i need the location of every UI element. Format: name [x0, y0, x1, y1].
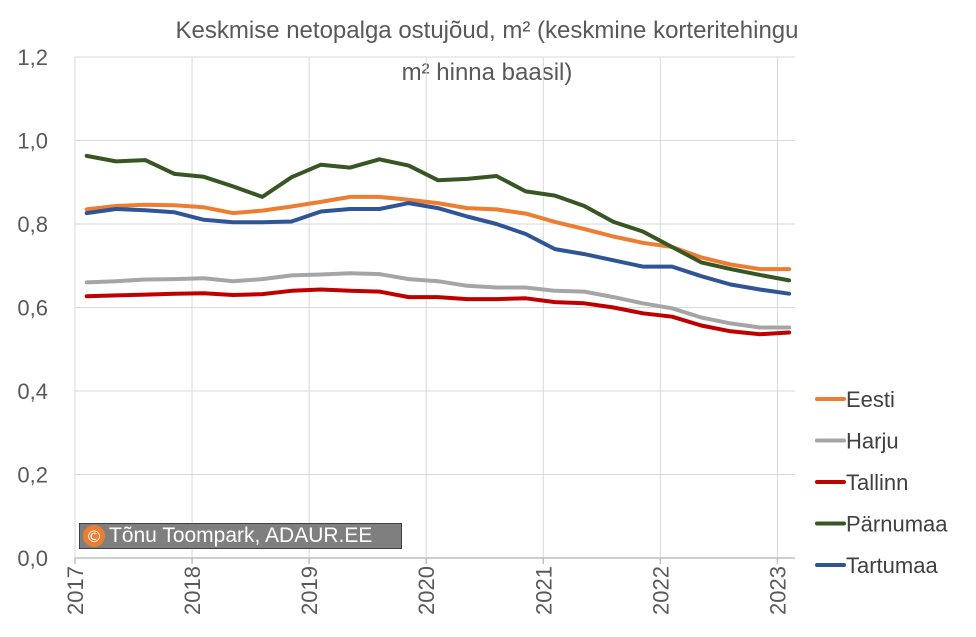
y-tick-label: 0,4: [17, 379, 48, 404]
x-tick-label: 2018: [180, 566, 205, 615]
x-tick-label: 2022: [648, 566, 673, 615]
copyright-icon: ©: [83, 525, 105, 547]
series-line-tallinn: [84, 287, 792, 337]
x-tick-label: 2017: [63, 566, 88, 615]
plot-area: [84, 153, 792, 337]
y-tick-label: 0,2: [17, 463, 48, 488]
x-tick-label: 2020: [414, 566, 439, 615]
y-tick-label: 1,2: [17, 45, 48, 70]
series-line-harju: [84, 271, 792, 330]
x-axis: 2017 2018 2019 2020 2021 2022 2023: [63, 557, 795, 615]
legend-label: Eesti: [846, 387, 895, 412]
y-tick-label: 0,8: [17, 212, 48, 237]
y-tick-label: 1,0: [17, 129, 48, 154]
x-tick-label: 2019: [297, 566, 322, 615]
legend-label: Tartumaa: [846, 553, 938, 578]
series-line-tartumaa: [84, 201, 792, 296]
legend-label: Pärnumaa: [846, 512, 948, 537]
legend: Eesti Harju Tallinn Pärnumaa Tartumaa: [815, 387, 948, 578]
copyright-watermark: © Tõnu Toompark, ADAUR.EE: [79, 523, 402, 549]
x-tick-label: 2021: [531, 566, 556, 615]
y-tick-label: 0,0: [17, 546, 48, 571]
legend-label: Harju: [846, 429, 899, 454]
series-line-pärnumaa: [84, 153, 792, 283]
legend-label: Tallinn: [846, 470, 908, 495]
y-tick-label: 0,6: [17, 296, 48, 321]
x-tick-label: 2023: [765, 566, 790, 615]
y-axis: 0,0 0,2 0,4 0,6 0,8 1,0 1,2: [17, 45, 48, 571]
chart-title-line-1: Keskmise netopalga ostujõud, m² (keskmin…: [176, 17, 799, 44]
chart-title-line-2: m² hinna baasil): [402, 59, 573, 86]
grid: [74, 56, 795, 558]
copyright-text: Tõnu Toompark, ADAUR.EE: [109, 524, 373, 547]
